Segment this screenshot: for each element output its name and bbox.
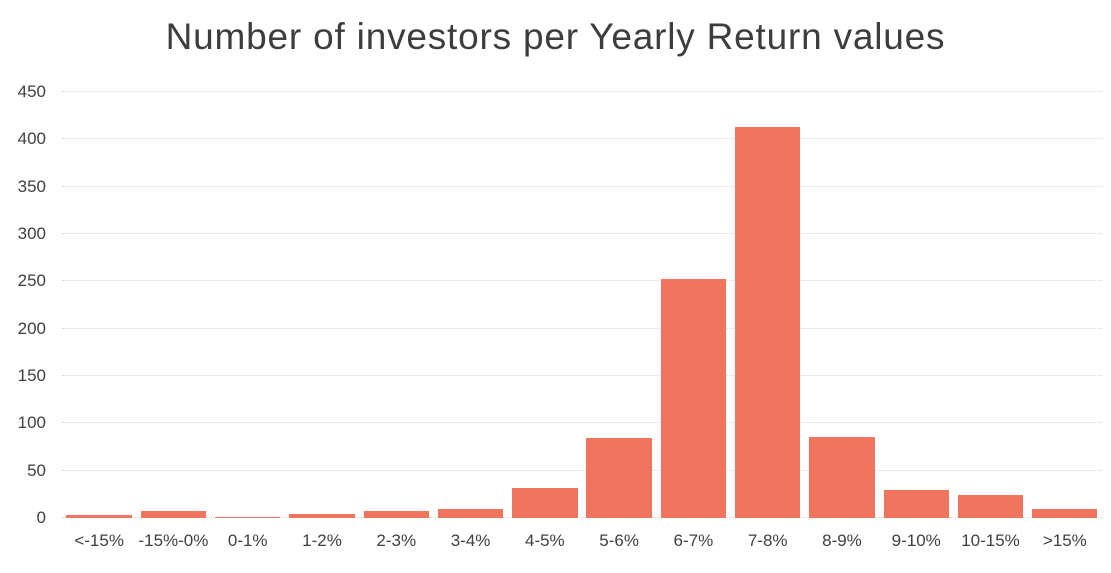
- bar: [660, 279, 727, 518]
- chart-title: Number of investors per Yearly Return va…: [165, 16, 946, 57]
- gridline: [62, 280, 1102, 282]
- bar: [809, 436, 875, 518]
- x-axis-tick-label: 5-6%: [599, 531, 639, 550]
- bar: [883, 489, 949, 518]
- bar: [66, 515, 132, 518]
- y-axis-tick-label: 150: [17, 366, 46, 386]
- bar-slot: [1028, 92, 1102, 518]
- bar: [289, 514, 355, 518]
- gridline: [62, 233, 1102, 235]
- gridline: [62, 138, 1102, 140]
- x-axis-tick-label: <-15%: [74, 531, 124, 550]
- x-axis-tick-label: >15%: [1042, 531, 1087, 550]
- bar-slot: [879, 92, 953, 518]
- bar-slot: [953, 92, 1027, 518]
- bar-slot: [136, 92, 210, 518]
- x-axis-tick-label: 2-3%: [376, 531, 417, 550]
- y-axis-tick-label: 250: [17, 271, 46, 291]
- bar-slot: [359, 92, 433, 518]
- bar-slot: [285, 92, 359, 518]
- gridline: [62, 469, 1102, 471]
- gridline: [62, 185, 1102, 187]
- x-axis-tick-label: 3-4%: [450, 531, 491, 550]
- plot-area: 0 50 100 150 200 250 300 350 400 450: [18, 82, 1102, 527]
- y-axis-tick-label: 300: [17, 224, 46, 244]
- x-axis-tick-label: 4-5%: [524, 531, 565, 550]
- x-axis: <-15% -15%-0% 0-1% 1-2% 2-3% 3-4% 4-5% 5-6% 6-7%…: [62, 531, 1102, 551]
- x-axis-tick-label: 9-10%: [891, 531, 941, 550]
- bar: [512, 487, 578, 518]
- bar: [363, 511, 429, 518]
- gridline: [62, 91, 1102, 92]
- gridline: [62, 517, 1102, 518]
- bar: [1032, 508, 1098, 518]
- y-axis-tick-label: 0: [36, 508, 46, 527]
- x-axis-tick-label: 8-9%: [822, 531, 862, 550]
- y-axis-tick-label: 350: [17, 176, 46, 196]
- bar: [140, 511, 207, 518]
- bar-slot: [731, 92, 805, 518]
- y-axis-tick-label: 50: [27, 460, 46, 480]
- bar-slot: [433, 92, 507, 518]
- gridline: [62, 375, 1102, 377]
- x-axis-tick-label: 0-1%: [227, 531, 268, 550]
- bar-series: [62, 92, 1102, 518]
- x-axis-tick-label: 7-8%: [747, 531, 788, 550]
- bar: [586, 438, 652, 518]
- bar-slot: [582, 92, 656, 518]
- x-axis-tick-label: -15%-0%: [138, 531, 209, 550]
- bar-slot: [508, 92, 582, 518]
- x-axis-tick-label: 6-7%: [673, 531, 714, 550]
- y-axis-tick-label: 200: [17, 318, 46, 338]
- gridline: [62, 422, 1102, 424]
- gridline: [62, 327, 1102, 329]
- bar-slot: [805, 92, 879, 518]
- bar-slot: [656, 92, 730, 518]
- x-axis-tick-label: 10-15%: [961, 531, 1020, 550]
- bar: [957, 495, 1024, 518]
- x-axis-tick-label: 1-2%: [302, 531, 342, 550]
- bar: [215, 517, 281, 518]
- y-axis-tick-label: 450: [17, 82, 46, 101]
- bar: [734, 127, 801, 518]
- y-axis-tick-label: 400: [17, 129, 46, 149]
- bar: [437, 508, 504, 518]
- bar-slot: [211, 92, 285, 518]
- y-axis-tick-label: 100: [17, 413, 46, 433]
- bar-slot: [62, 92, 136, 518]
